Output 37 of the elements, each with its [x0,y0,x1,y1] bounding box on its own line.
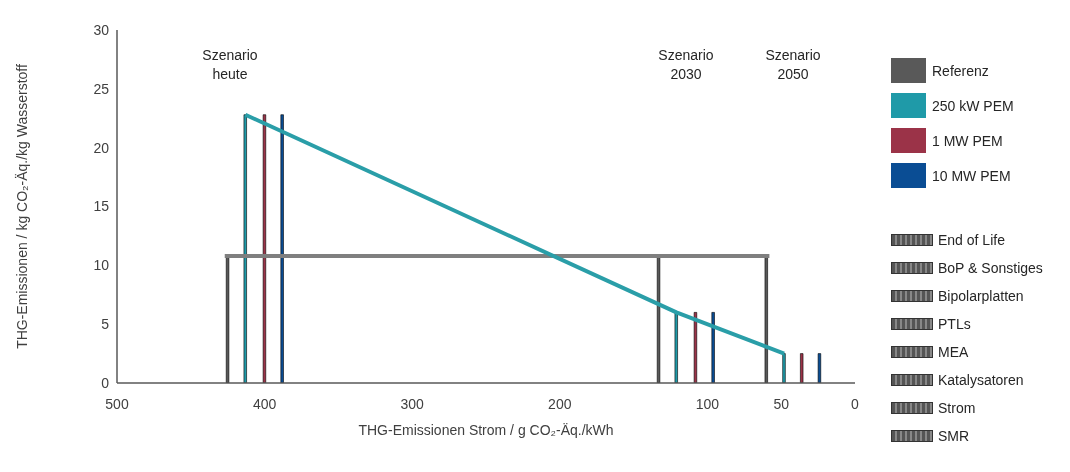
bar [693,312,698,383]
x-tick-label: 200 [548,395,572,412]
y-axis-title: THG-Emissionen / kg CO₂-Äq./kg Wasserstoff [13,64,30,349]
y-tick-label: 15 [93,198,110,215]
bar [800,353,804,383]
x-tick-label: 100 [695,395,720,412]
bar [817,353,822,383]
text: BoP & Sonstiges [938,260,1043,276]
y-tick-label: 5 [101,316,110,333]
legend-label: 1 MW PEM [932,132,1003,149]
x-axis-title: THG-Emissionen Strom / g CO₂-Äq./kWh [358,422,614,438]
x-tick-label: 50 [773,395,790,412]
annotation: Szenario 2050 [765,47,821,82]
text: Strom [938,400,976,416]
text: MEA [938,344,969,360]
legend-label: Referenz [932,62,989,79]
text: Katalysatoren [938,372,1024,388]
legend-label: 10 MW PEM [932,167,1011,184]
x-tick-label: 300 [400,395,425,412]
text: Bipolarplatten [938,288,1024,304]
y-tick-label: 0 [101,374,110,391]
legend-label: 250 kW PEM [932,97,1014,114]
y-tick-label: 30 [93,21,110,38]
annotation: Szenario heute [202,47,258,82]
y-tick-label: 10 [93,257,110,274]
bar [280,114,284,383]
x-tick-label: 0 [851,395,860,412]
text: PTLs [938,316,971,332]
text: SMR [938,428,970,444]
bar [262,114,267,383]
x-tick-label: 500 [105,395,129,412]
x-tick-label: 400 [252,395,277,412]
y-tick-label: 20 [93,139,110,156]
annotation: Szenario 2030 [658,47,714,82]
bar [711,312,715,383]
text: End of Life [938,232,1005,248]
y-tick-label: 25 [93,80,110,97]
